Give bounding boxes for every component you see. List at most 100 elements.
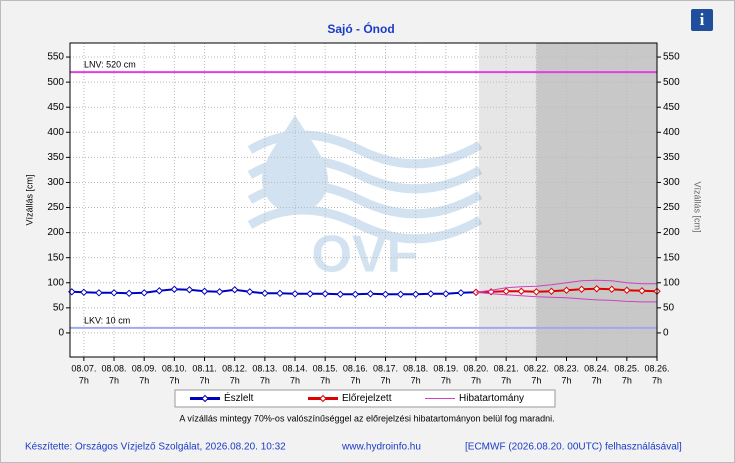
watermark-wave <box>247 155 483 194</box>
watermark-wave <box>247 205 483 244</box>
y-tick-label: 550 <box>47 52 64 63</box>
point-marker <box>200 287 209 295</box>
point-marker <box>291 290 299 298</box>
y2-tick-label: 350 <box>663 152 680 163</box>
y-tick-label: 300 <box>47 177 64 188</box>
y-tick-label: 150 <box>47 252 64 263</box>
y2-tick-label: 150 <box>663 252 680 263</box>
x-tick-label: 08.08. <box>102 363 127 373</box>
x-tick-time: 7h <box>79 375 89 385</box>
x-tick-time: 7h <box>411 375 421 385</box>
point-marker <box>321 290 329 298</box>
x-tick-label: 08.25. <box>614 363 639 373</box>
y2-tick-label: 500 <box>663 77 680 88</box>
point-marker <box>80 288 88 297</box>
point-marker <box>608 285 616 293</box>
legend-label: Észlelt <box>224 391 254 404</box>
point-marker <box>351 290 360 299</box>
x-tick-time: 7h <box>501 375 511 385</box>
y2-tick-label: 250 <box>663 202 680 213</box>
x-tick-time: 7h <box>441 375 451 385</box>
y2-tick-label: 200 <box>663 227 680 238</box>
x-tick-label: 08.10. <box>162 363 187 373</box>
x-tick-time: 7h <box>592 375 602 385</box>
x-tick-label: 08.11. <box>192 363 216 373</box>
plot-area: OVF LNV: 520 cm LKV: 10 cm <box>66 42 661 361</box>
point-marker <box>577 285 586 293</box>
footer-url[interactable]: www.hydroinfo.hu <box>341 442 421 453</box>
y2-tick-label: 450 <box>663 102 680 113</box>
legend-items: Észlelt Előrejelzett Hibatartomány <box>190 391 524 404</box>
x-tick-time: 7h <box>652 375 662 385</box>
legend <box>174 389 556 408</box>
y2-tick-label: 100 <box>663 277 680 288</box>
y-tick-label: 350 <box>47 152 64 163</box>
x-tick-label: 08.20. <box>463 363 488 373</box>
error-band-upper <box>475 279 657 293</box>
chart-title: Sajó - Ónod <box>327 21 394 36</box>
point-marker <box>547 287 556 295</box>
y-tick-label: 400 <box>47 127 64 138</box>
x-tick-time: 7h <box>350 375 360 385</box>
point-marker <box>517 287 525 295</box>
forecast-region <box>479 43 537 357</box>
x-tick-label: 08.15. <box>313 363 338 373</box>
threshold-label: LKV: 10 cm <box>84 315 130 325</box>
point-marker <box>472 288 480 297</box>
x-tick-time: 7h <box>290 375 300 385</box>
y2-tick-label: 400 <box>663 127 680 138</box>
info-icon[interactable]: i <box>700 10 705 29</box>
point-marker <box>502 287 510 295</box>
point-marker <box>427 290 435 298</box>
point-marker <box>336 290 344 299</box>
watermark-wave <box>247 180 483 219</box>
series-line <box>71 288 477 296</box>
y-axis-label: Vízállás [cm] <box>24 174 34 225</box>
x-tick-time: 7h <box>139 375 149 385</box>
x-tick-label: 08.18. <box>403 363 428 373</box>
x-tick-label: 08.14. <box>283 363 308 373</box>
watermark: OVF <box>247 115 483 284</box>
x-tick-label: 08.07. <box>71 363 96 373</box>
point-marker <box>185 286 194 294</box>
point-marker <box>246 288 254 296</box>
x-tick-time: 7h <box>260 375 270 385</box>
x-tick-time: 7h <box>109 375 119 385</box>
point-marker <box>155 287 163 295</box>
x-tick-label: 08.17. <box>373 363 398 373</box>
point-marker <box>261 289 269 298</box>
point-marker <box>457 289 465 297</box>
y2-tick-label: 0 <box>663 328 669 339</box>
point-marker <box>95 289 103 297</box>
point-marker <box>170 285 179 293</box>
info-button[interactable] <box>691 9 713 31</box>
y-tick-label: 50 <box>53 302 65 313</box>
point-marker <box>442 290 450 298</box>
x-tick-label: 08.23. <box>554 363 579 373</box>
point-marker <box>110 289 118 297</box>
point-marker <box>411 290 420 299</box>
threshold-label: LNV: 520 cm <box>84 59 136 69</box>
footer-author: Készítette: Országos Vízjelző Szolgálat,… <box>25 442 286 453</box>
point-marker <box>532 288 541 296</box>
legend-marker <box>201 394 209 403</box>
point-marker <box>366 290 375 298</box>
point-marker <box>125 289 133 298</box>
note: A vízállás mintegy 70%-os valószínűségge… <box>179 413 554 423</box>
x-tick-time: 7h <box>230 375 240 385</box>
point-marker <box>592 285 601 293</box>
point-marker <box>396 290 405 299</box>
error-band-lower <box>475 291 657 303</box>
x-tick-time: 7h <box>561 375 571 385</box>
point-marker <box>562 286 571 294</box>
point-marker <box>306 290 314 298</box>
x-tick-label: 08.12. <box>222 363 247 373</box>
x-tick-label: 08.19. <box>433 363 458 373</box>
y-tick-label: 200 <box>47 227 64 238</box>
x-tick-label: 08.13. <box>252 363 277 373</box>
watermark-wave <box>247 130 483 169</box>
y2-tick-label: 550 <box>663 52 680 63</box>
point-marker <box>215 288 224 296</box>
point-marker <box>638 287 646 295</box>
